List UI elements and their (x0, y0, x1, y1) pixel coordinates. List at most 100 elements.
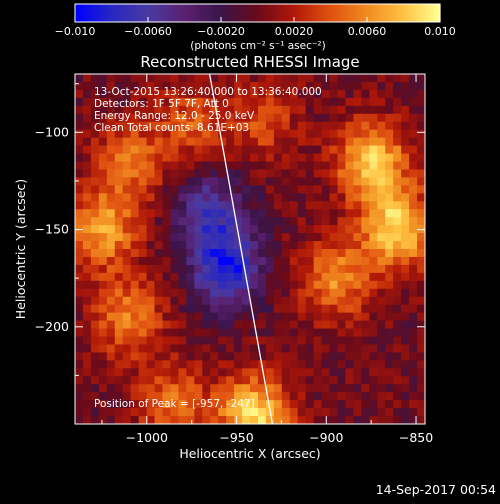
heatmap-cell (210, 256, 219, 266)
heatmap-cell (257, 241, 267, 250)
heatmap-cell (329, 249, 338, 258)
heatmap-cell (194, 304, 203, 314)
heatmap-cell (321, 312, 330, 321)
colorbar-segment (239, 4, 243, 22)
heatmap-cell (194, 145, 203, 154)
heatmap-cell (377, 249, 386, 258)
heatmap-cell (114, 256, 124, 266)
heatmap-cell (178, 74, 187, 83)
heatmap-cell (82, 89, 92, 99)
heatmap-cell (146, 113, 155, 123)
heatmap-cell (146, 89, 155, 99)
heatmap-cell (305, 193, 315, 202)
colorbar-segment (84, 4, 88, 22)
heatmap-cell (353, 89, 362, 99)
heatmap-cell (210, 74, 219, 83)
heatmap-cell (289, 344, 299, 353)
heatmap-cell (114, 209, 124, 218)
heatmap-cell (75, 169, 84, 178)
heatmap-cell (313, 169, 322, 178)
heatmap-cell (75, 400, 84, 409)
heatmap-cell (130, 368, 140, 377)
heatmap-cell (273, 384, 283, 393)
heatmap-cell (250, 209, 259, 218)
heatmap-cell (337, 280, 346, 290)
heatmap-cell (98, 344, 108, 353)
heatmap-cell (218, 121, 227, 131)
colorbar-segment (339, 4, 344, 22)
heatmap-cell (106, 376, 116, 385)
heatmap-cell (242, 177, 251, 186)
heatmap-cell (321, 81, 330, 91)
heatmap-cell (353, 209, 362, 218)
colorbar-segment (360, 4, 365, 22)
heatmap-cell (218, 241, 227, 250)
heatmap-cell (218, 249, 227, 258)
heatmap-cell (329, 145, 338, 154)
heatmap-cell (377, 129, 386, 139)
heatmap-cell (250, 113, 259, 123)
heatmap-cell (313, 304, 322, 314)
heatmap-cell (329, 392, 338, 401)
heatmap-cell (138, 272, 147, 282)
heatmap-cell (281, 137, 291, 146)
heatmap-cell (265, 89, 275, 99)
heatmap-cell (393, 320, 402, 329)
heatmap-cell (234, 408, 243, 417)
heatmap-cell (265, 344, 275, 353)
heatmap-cell (353, 392, 362, 401)
heatmap-cell (98, 304, 108, 314)
heatmap-cell (361, 201, 370, 210)
heatmap-cell (361, 105, 370, 115)
heatmap-cell (345, 288, 354, 298)
heatmap-cell (409, 89, 418, 99)
heatmap-cell (250, 241, 259, 250)
heatmap-cell (146, 384, 155, 393)
heatmap-cell (337, 296, 346, 306)
heatmap-cell (138, 217, 147, 226)
heatmap-cell (106, 233, 116, 242)
heatmap-cell (122, 264, 132, 274)
heatmap-cell (75, 217, 84, 226)
heatmap-cell (82, 129, 92, 139)
heatmap-cell (393, 209, 402, 218)
heatmap-cell (361, 376, 370, 385)
heatmap-cell (417, 352, 426, 361)
heatmap-cell (329, 129, 338, 139)
heatmap-cell (98, 288, 108, 298)
heatmap-cell (393, 193, 402, 202)
heatmap-cell (250, 304, 259, 314)
heatmap-cell (106, 153, 116, 162)
heatmap-cell (265, 153, 275, 162)
colorbar-segment (294, 4, 298, 22)
heatmap-cell (138, 153, 147, 162)
heatmap-cell (122, 209, 132, 218)
colorbar-segment (129, 4, 134, 22)
heatmap-cell (194, 416, 203, 425)
heatmap-cell (289, 249, 299, 258)
heatmap-cell (170, 304, 179, 314)
heatmap-cell (377, 304, 386, 314)
heatmap-cell (369, 217, 378, 226)
heatmap-cell (138, 137, 147, 146)
heatmap-cell (98, 74, 108, 83)
heatmap-cell (82, 74, 92, 83)
heatmap-cell (409, 296, 418, 306)
heatmap-cell (98, 376, 108, 385)
heatmap-cell (345, 272, 354, 282)
heatmap-cell (146, 153, 155, 162)
heatmap-cell (242, 296, 251, 306)
heatmap-cell (130, 177, 140, 186)
heatmap-cell (194, 400, 203, 409)
heatmap-cell (178, 368, 187, 377)
heatmap-cell (337, 376, 346, 385)
heatmap-cell (178, 113, 187, 123)
heatmap-cell (242, 352, 251, 361)
heatmap-cell (162, 312, 171, 321)
heatmap-cell (297, 288, 307, 298)
colorbar-segment (315, 4, 319, 22)
heatmap-cell (146, 233, 155, 242)
heatmap-cell (202, 360, 211, 369)
heatmap-cell (369, 145, 378, 154)
heatmap-cell (106, 209, 116, 218)
